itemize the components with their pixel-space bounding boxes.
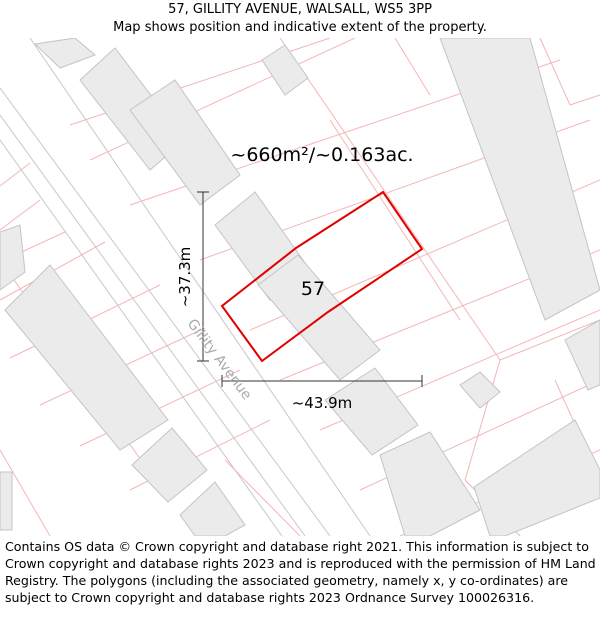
street-name-label: Gillity Avenue bbox=[184, 316, 255, 403]
width-dimension-label: ~43.9m bbox=[292, 394, 353, 412]
height-measure bbox=[197, 191, 209, 362]
area-label: ~660m²/~0.163ac. bbox=[230, 144, 413, 166]
buildings bbox=[0, 38, 600, 536]
map-header: 57, GILLITY AVENUE, WALSALL, WS5 3PP Map… bbox=[0, 0, 600, 39]
road-edges bbox=[0, 38, 371, 536]
plot-number-label: 57 bbox=[301, 278, 325, 300]
map-svg: ~660m²/~0.163ac. 57 ~37.3m ~43.9m Gillit… bbox=[0, 38, 600, 536]
width-measure bbox=[221, 375, 423, 387]
copyright-notice: Contains OS data © Crown copyright and d… bbox=[5, 539, 596, 605]
property-address: 57, GILLITY AVENUE, WALSALL, WS5 3PP bbox=[168, 2, 432, 17]
height-dimension-label: ~37.3m bbox=[176, 247, 194, 308]
map-subtitle: Map shows position and indicative extent… bbox=[113, 20, 487, 35]
property-boundary[interactable] bbox=[220, 190, 424, 363]
map-canvas[interactable]: ~660m²/~0.163ac. 57 ~37.3m ~43.9m Gillit… bbox=[0, 38, 600, 536]
